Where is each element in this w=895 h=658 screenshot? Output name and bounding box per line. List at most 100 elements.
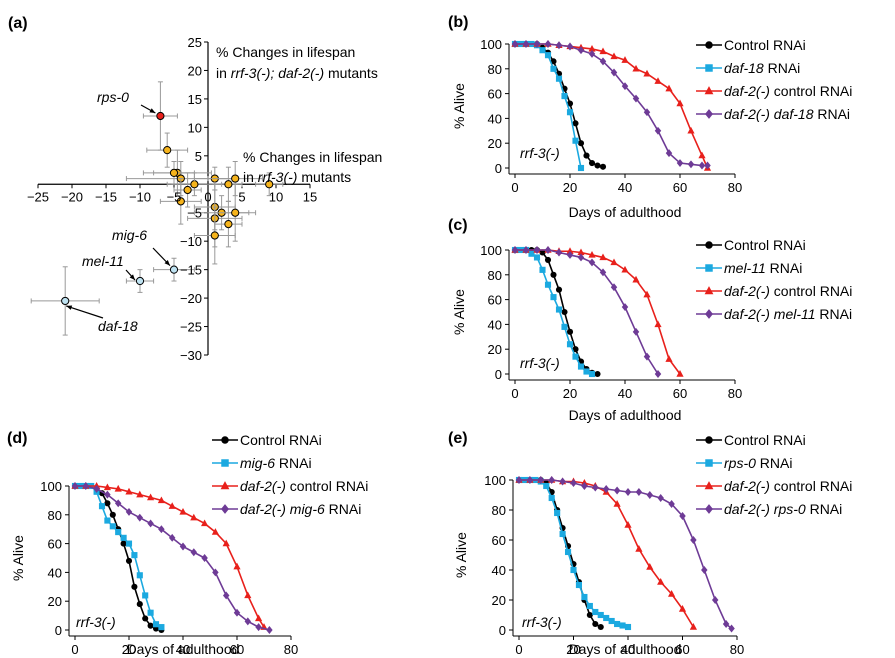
- data-point-diamond: [255, 623, 261, 631]
- data-point-circle: [550, 272, 556, 278]
- data-point-triangle: [624, 521, 631, 528]
- data-point-square: [570, 567, 576, 573]
- y-tick-label: −10: [180, 234, 202, 249]
- x-tick-label: 40: [618, 386, 632, 401]
- scatter-point: [225, 221, 232, 228]
- data-point-diamond: [556, 41, 562, 49]
- panel-label-e: (e): [448, 430, 468, 447]
- series-line: [519, 480, 628, 627]
- data-point-circle: [556, 287, 562, 293]
- data-point-diamond: [636, 488, 642, 496]
- data-point-square: [153, 621, 159, 627]
- data-point-diamond: [712, 596, 718, 604]
- x-tick-label: −15: [95, 189, 117, 204]
- legend-entry: Control RNAi: [724, 37, 806, 53]
- data-point-square: [556, 306, 562, 312]
- data-point-square: [561, 93, 567, 99]
- legend-entry: Control RNAi: [724, 237, 806, 253]
- data-point-square: [554, 510, 560, 516]
- x-tick-label: 80: [284, 642, 298, 657]
- annotation-arrowhead: [66, 305, 72, 309]
- data-point-square: [567, 109, 573, 115]
- y-tick-label: 60: [492, 533, 506, 548]
- x-tick-label: 80: [728, 180, 742, 195]
- y-tick-label: 0: [495, 161, 502, 176]
- x-tick-label: 15: [303, 189, 317, 204]
- panel-label-d: (d): [7, 430, 27, 447]
- data-point-triangle: [665, 85, 672, 92]
- data-point-diamond: [191, 548, 197, 556]
- y-tick-label: 25: [188, 35, 202, 50]
- x-tick-label: 0: [511, 180, 518, 195]
- y-tick-label: −15: [180, 263, 202, 278]
- data-point-square: [560, 531, 566, 537]
- y-axis-title: % Alive: [453, 532, 469, 578]
- data-point-diamond: [567, 43, 573, 51]
- data-point-square: [705, 264, 712, 271]
- data-point-square: [598, 612, 604, 618]
- legend-entry: daf-2(-) rps-0 RNAi: [724, 501, 842, 517]
- data-point-square: [572, 354, 578, 360]
- data-point-diamond: [545, 40, 551, 48]
- scatter-point: [170, 266, 177, 273]
- x-axis-title: Days of adulthood: [127, 641, 240, 657]
- x-tick-label: −10: [129, 189, 151, 204]
- data-point-square: [131, 552, 137, 558]
- point-annotation-rps-0: rps-0: [97, 89, 129, 105]
- data-point-square: [576, 582, 582, 588]
- data-point-diamond: [221, 504, 229, 514]
- data-point-square: [534, 254, 540, 260]
- x-tick-label: 20: [563, 386, 577, 401]
- data-point-circle: [587, 612, 593, 618]
- data-point-square: [543, 483, 549, 489]
- x-tick-label: 0: [515, 642, 522, 657]
- data-point-circle: [545, 257, 551, 263]
- data-point-triangle: [255, 615, 262, 622]
- data-point-square: [589, 371, 595, 377]
- y-tick-label: 20: [188, 63, 202, 78]
- data-point-square: [561, 324, 567, 330]
- legend-entry: daf-2(-) control RNAi: [724, 283, 852, 299]
- point-annotation-mig-6: mig-6: [112, 227, 147, 243]
- data-point-diamond: [548, 476, 554, 484]
- data-point-diamond: [545, 246, 551, 254]
- data-point-square: [581, 594, 587, 600]
- y-tick-label: 80: [488, 62, 502, 77]
- data-point-square: [148, 610, 154, 616]
- y-tick-label: 0: [55, 623, 62, 638]
- data-point-triangle: [244, 591, 251, 598]
- scatter-point: [62, 297, 69, 304]
- scatter-point: [136, 277, 143, 284]
- x-tick-label: 80: [730, 642, 744, 657]
- data-point-square: [126, 541, 132, 547]
- data-point-diamond: [625, 488, 631, 496]
- y-tick-label: 40: [48, 565, 62, 580]
- data-point-square: [565, 549, 571, 555]
- data-point-circle: [561, 309, 567, 315]
- data-point-diamond: [633, 328, 639, 336]
- data-point-square: [619, 622, 625, 628]
- data-point-circle: [148, 623, 154, 629]
- data-point-square: [121, 535, 127, 541]
- data-point-square: [137, 572, 143, 578]
- point-annotation-daf-18: daf-18: [98, 318, 138, 334]
- data-point-circle: [583, 153, 589, 159]
- point-annotation-mel-11: mel-11: [82, 253, 124, 269]
- data-point-circle: [598, 624, 604, 630]
- data-point-triangle: [665, 355, 672, 362]
- strain-label: rrf-3(-): [76, 614, 116, 630]
- data-point-circle: [578, 140, 584, 146]
- y-tick-label: 20: [488, 136, 502, 151]
- data-point-diamond: [705, 109, 713, 119]
- y-tick-label: 60: [488, 87, 502, 102]
- legend-entry: daf-2(-) control RNAi: [724, 83, 852, 99]
- scatter-point: [164, 147, 171, 154]
- y-axis-title: % Alive: [451, 83, 467, 129]
- data-point-square: [99, 503, 105, 509]
- data-point-square: [221, 459, 228, 466]
- data-point-diamond: [603, 485, 609, 493]
- legend-entry: daf-2(-) control RNAi: [240, 478, 368, 494]
- data-point-diamond: [556, 249, 562, 257]
- y-axis-title-line2: in rrf-3(-); daf-2(-) mutants: [216, 65, 378, 81]
- panel-label-b: (b): [448, 14, 468, 31]
